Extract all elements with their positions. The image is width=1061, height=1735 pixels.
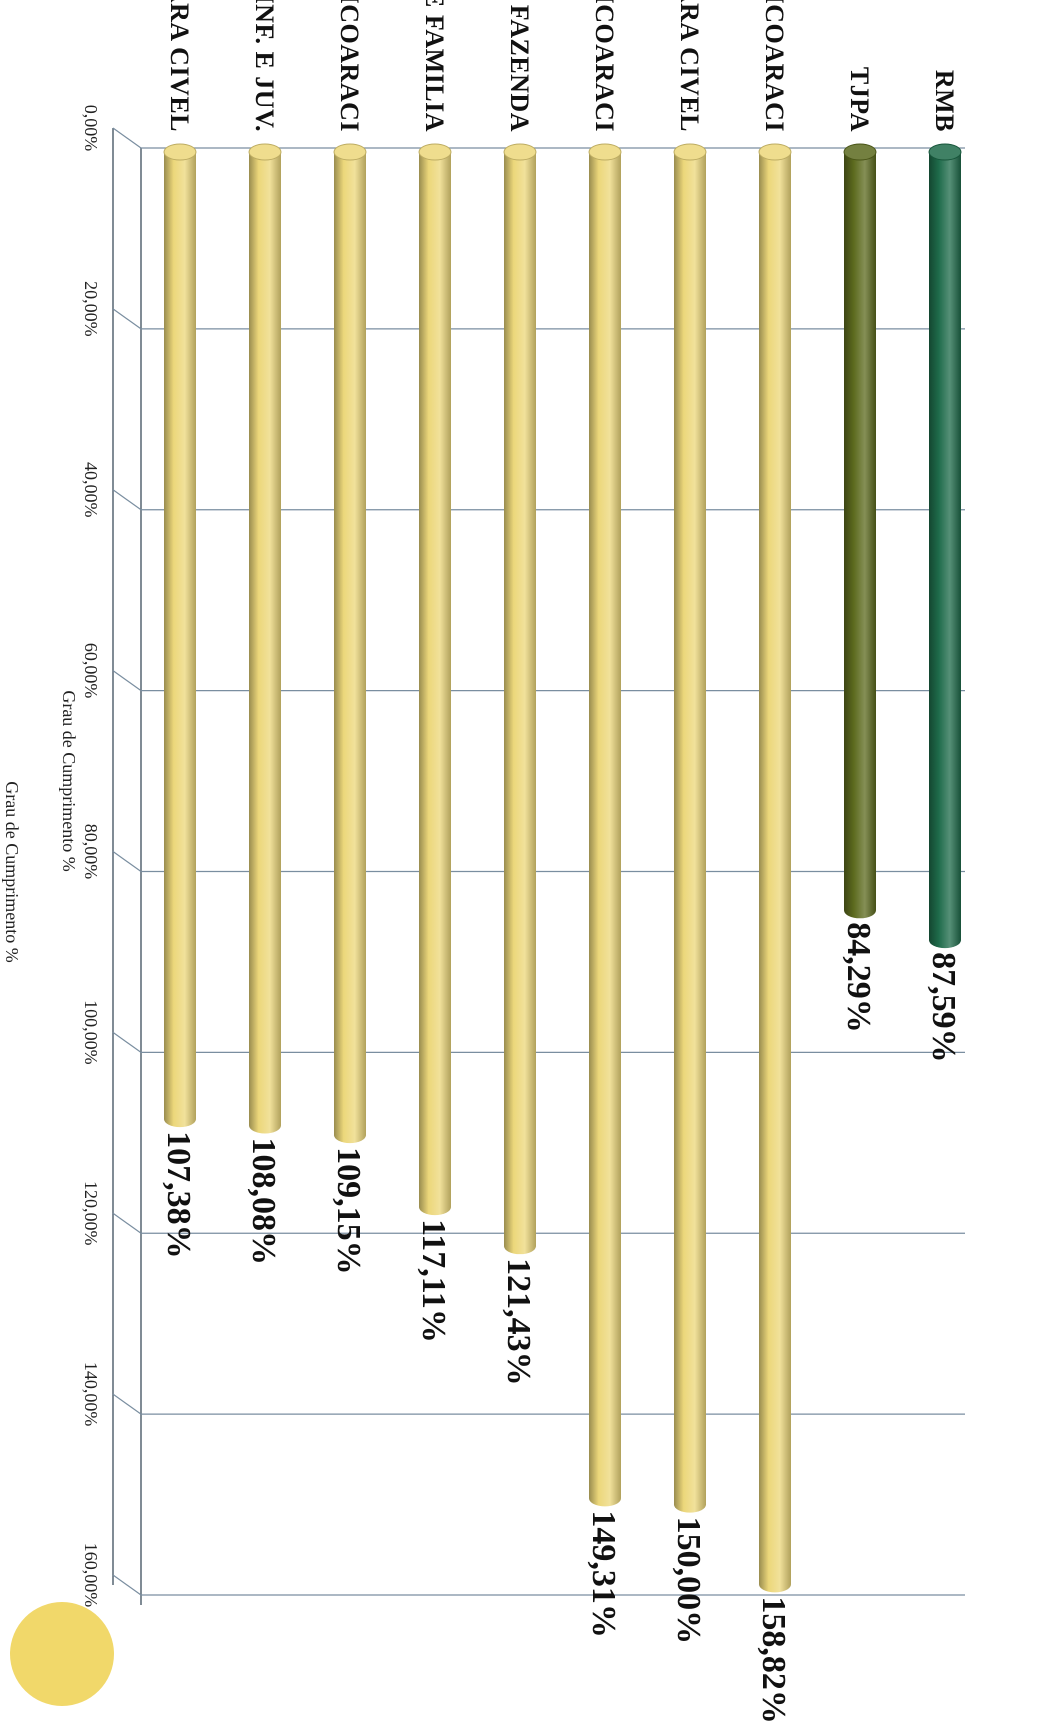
- bar-end-cap: [334, 1127, 366, 1144]
- category-label: 1ª VARA DIST. CIVEL DE ICOARACI: [590, 0, 619, 132]
- x-axis-title: Grau de Cumprimento %: [59, 690, 79, 871]
- value-label: 121,43%: [500, 1258, 537, 1386]
- bar-start-cap: [928, 143, 962, 161]
- bar: [249, 152, 281, 1126]
- gridline-floor: [112, 1212, 142, 1234]
- bar: [589, 152, 621, 1499]
- bar-start-cap: [333, 143, 367, 161]
- category-label: 3ª VARA DIST. CIVEL DE ICOARACI: [335, 0, 364, 132]
- bar: [164, 152, 196, 1120]
- gridline-floor: [112, 308, 142, 330]
- gridline-floor: [112, 1393, 142, 1415]
- x-tick-label: 20,00%: [81, 281, 101, 337]
- x-tick-label: 0,00%: [81, 105, 101, 152]
- value-label: 150,00%: [670, 1517, 707, 1645]
- bar-end-cap: [844, 902, 876, 919]
- bar-start-cap: [673, 143, 707, 161]
- bar-start-cap: [843, 143, 877, 161]
- legend: [10, 1602, 114, 1706]
- bar: [759, 152, 791, 1585]
- x-tick-label: 140,00%: [81, 1362, 101, 1427]
- gridline-floor: [112, 851, 142, 872]
- gridline-floor: [112, 1574, 142, 1596]
- x-tick-label: 60,00%: [81, 643, 101, 699]
- category-label: RMB: [930, 70, 959, 132]
- bar: [674, 152, 706, 1505]
- value-label: 158,82%: [755, 1596, 792, 1724]
- value-label: 149,31%: [585, 1510, 622, 1638]
- bar-end-cap: [759, 1576, 791, 1593]
- value-label: 108,08%: [245, 1137, 282, 1265]
- gridline-floor: [112, 1031, 142, 1053]
- category-label: 1ª VARA CIVEL: [165, 0, 194, 132]
- value-label: 117,11%: [415, 1219, 452, 1343]
- bar: [504, 152, 536, 1247]
- category-label: 2ª VARA INF. E JUV.: [250, 0, 279, 132]
- category-label: TJPA: [845, 67, 874, 132]
- value-label: 84,29%: [840, 922, 877, 1032]
- gridline-floor: [112, 127, 142, 149]
- bar-end-cap: [249, 1117, 281, 1134]
- bar: [419, 152, 451, 1208]
- bar-start-cap: [588, 143, 622, 161]
- bar: [929, 152, 961, 941]
- bar-start-cap: [503, 143, 537, 161]
- bars: [163, 143, 962, 1593]
- x-tick-label: 160,00%: [81, 1543, 101, 1608]
- legend-label: Grau de Cumprimento %: [2, 781, 22, 962]
- legend-swatch-icon: [10, 1602, 114, 1706]
- gridlines: [112, 127, 965, 1605]
- bar-start-cap: [418, 143, 452, 161]
- bar-end-cap: [929, 932, 961, 949]
- gridline-floor: [112, 489, 142, 511]
- bar-start-cap: [248, 143, 282, 161]
- category-label: 5ª VARA DE FAZENDA: [505, 0, 534, 132]
- value-label: 109,15%: [330, 1147, 367, 1275]
- category-label: 4ª VARA DE FAMILIA: [420, 0, 449, 132]
- bar: [334, 152, 366, 1136]
- bar-end-cap: [589, 1490, 621, 1507]
- gridline-floor: [112, 670, 142, 692]
- x-tick-label: 120,00%: [81, 1181, 101, 1246]
- x-tick-label: 100,00%: [81, 1000, 101, 1065]
- labels: 0,00% 20,00% 40,00% 60,00% 80,00% 100,00% 120,…: [2, 0, 962, 1724]
- x-tick-label: 80,00%: [81, 824, 101, 880]
- bar-end-cap: [504, 1238, 536, 1255]
- value-label: 87,59%: [925, 952, 962, 1063]
- value-label: 107,38%: [160, 1131, 197, 1259]
- bar-end-cap: [674, 1496, 706, 1513]
- category-label: 14ª VARA CIVEL: [675, 0, 704, 132]
- bar-end-cap: [419, 1199, 451, 1216]
- bar: [844, 152, 876, 911]
- x-tick-label: 40,00%: [81, 462, 101, 518]
- bar-start-cap: [163, 143, 197, 161]
- chart-body: 0,00% 20,00% 40,00% 60,00% 80,00% 100,00% 120,…: [2, 0, 965, 1724]
- category-label: 4ª VARA DIST. CIVEL DE ICOARACI: [760, 0, 789, 132]
- bar-end-cap: [164, 1111, 196, 1128]
- bar-start-cap: [758, 143, 792, 161]
